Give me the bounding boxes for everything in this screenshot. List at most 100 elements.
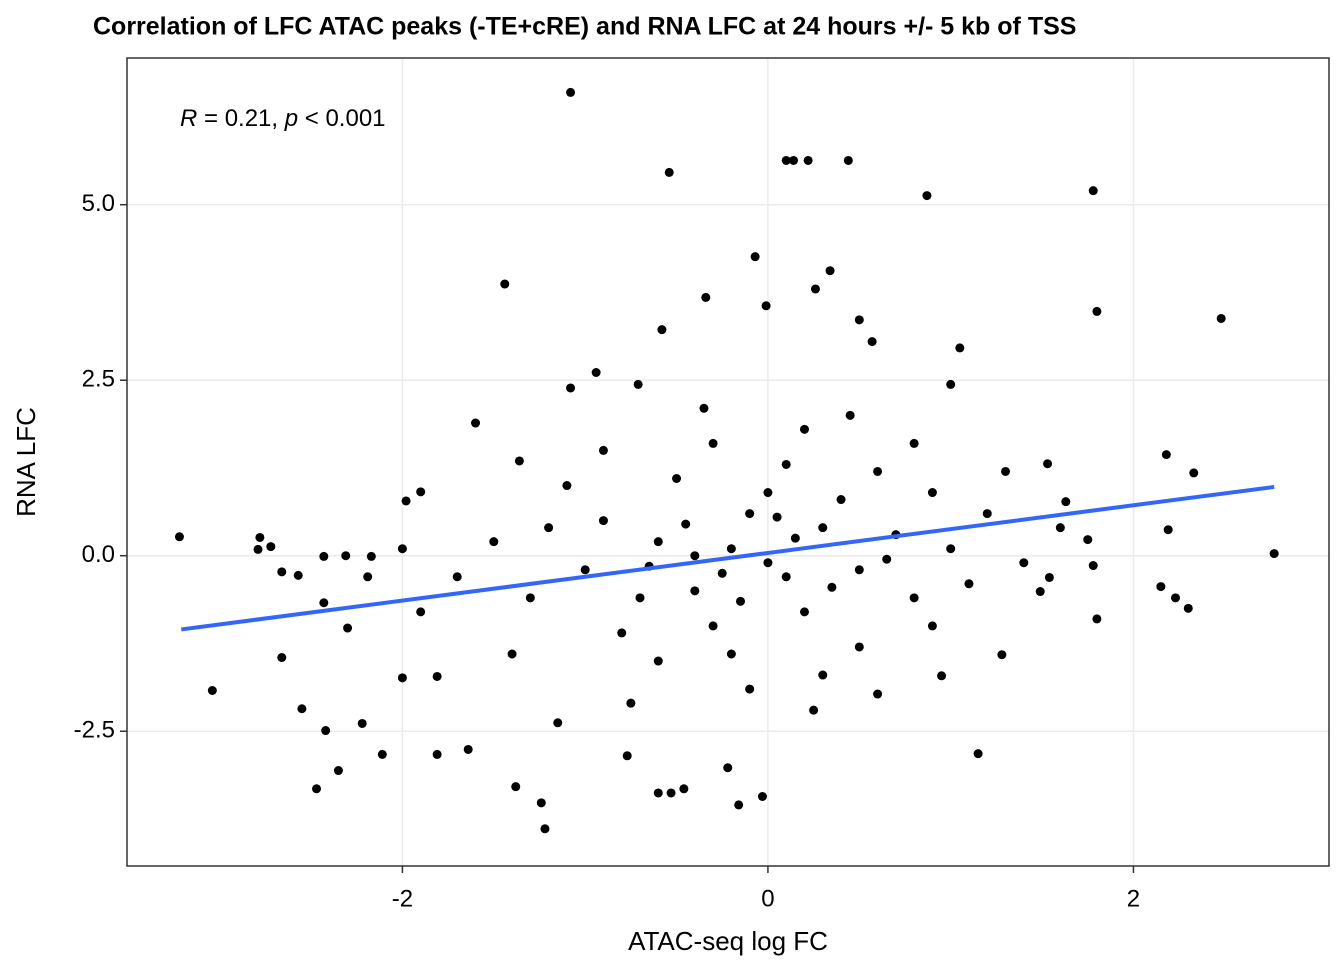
point bbox=[1216, 313, 1226, 323]
point bbox=[297, 704, 307, 714]
point bbox=[1043, 459, 1053, 469]
point bbox=[277, 567, 287, 577]
point bbox=[873, 466, 883, 476]
x-tick-label: -2 bbox=[392, 885, 413, 912]
point bbox=[909, 593, 919, 603]
point bbox=[1088, 561, 1098, 571]
plot-border bbox=[126, 57, 1330, 867]
point bbox=[401, 496, 411, 506]
point bbox=[854, 315, 864, 325]
point bbox=[836, 495, 846, 505]
point bbox=[653, 656, 663, 666]
point bbox=[843, 155, 853, 165]
point bbox=[701, 292, 711, 302]
point bbox=[622, 751, 632, 761]
point bbox=[452, 572, 462, 582]
point bbox=[653, 537, 663, 547]
point bbox=[432, 671, 442, 681]
point bbox=[867, 337, 877, 347]
point bbox=[854, 565, 864, 575]
point bbox=[319, 551, 329, 561]
point bbox=[253, 544, 263, 554]
point bbox=[525, 593, 535, 603]
annotation-part: p bbox=[284, 105, 298, 132]
point bbox=[1001, 466, 1011, 476]
point bbox=[763, 488, 773, 498]
point bbox=[255, 532, 265, 542]
point bbox=[544, 523, 554, 533]
point bbox=[1269, 549, 1279, 559]
point bbox=[432, 749, 442, 759]
point bbox=[781, 155, 791, 165]
point bbox=[827, 582, 837, 592]
point bbox=[909, 438, 919, 448]
point bbox=[734, 800, 744, 810]
point bbox=[809, 705, 819, 715]
point bbox=[397, 673, 407, 683]
point bbox=[540, 824, 550, 834]
point bbox=[207, 686, 217, 696]
point bbox=[882, 554, 892, 564]
point bbox=[723, 763, 733, 773]
point bbox=[690, 586, 700, 596]
point bbox=[672, 473, 682, 483]
point bbox=[633, 379, 643, 389]
point bbox=[708, 438, 718, 448]
point bbox=[818, 670, 828, 680]
y-tick-label: 0.0 bbox=[82, 541, 115, 568]
point bbox=[416, 607, 426, 617]
point bbox=[763, 558, 773, 568]
annotation: R = 0.21, p < 0.001 bbox=[180, 105, 386, 132]
fit-line bbox=[181, 484, 1275, 632]
point bbox=[854, 642, 864, 652]
annotation-part: < 0.001 bbox=[298, 105, 385, 132]
y-tick-label: -2.5 bbox=[74, 717, 115, 744]
point bbox=[1163, 525, 1173, 535]
point bbox=[277, 653, 287, 663]
point bbox=[1189, 468, 1199, 478]
point bbox=[514, 456, 524, 466]
point bbox=[507, 649, 517, 659]
point bbox=[333, 766, 343, 776]
point bbox=[1156, 582, 1166, 592]
point bbox=[927, 488, 937, 498]
point bbox=[1061, 497, 1071, 507]
point bbox=[726, 649, 736, 659]
point bbox=[937, 671, 947, 681]
point bbox=[377, 749, 387, 759]
point bbox=[726, 544, 736, 554]
point bbox=[825, 266, 835, 276]
point bbox=[810, 284, 820, 294]
point bbox=[566, 383, 576, 393]
annotation-part: = 0.21, bbox=[197, 105, 284, 132]
point bbox=[1170, 593, 1180, 603]
point bbox=[927, 621, 937, 631]
point bbox=[964, 579, 974, 589]
point bbox=[471, 418, 481, 428]
x-tick-label: 2 bbox=[1127, 885, 1140, 912]
point bbox=[708, 621, 718, 631]
point bbox=[341, 551, 351, 561]
point bbox=[397, 544, 407, 554]
point bbox=[790, 533, 800, 543]
x-tick-label: 0 bbox=[761, 885, 774, 912]
point bbox=[946, 544, 956, 554]
point bbox=[1019, 558, 1029, 568]
point bbox=[679, 784, 689, 794]
point bbox=[366, 551, 376, 561]
y-axis-label: RNA LFC bbox=[11, 407, 41, 517]
point bbox=[664, 167, 674, 177]
point bbox=[617, 628, 627, 638]
point bbox=[955, 343, 965, 353]
point bbox=[1161, 450, 1171, 460]
point bbox=[500, 279, 510, 289]
point bbox=[690, 551, 700, 561]
point bbox=[1092, 614, 1102, 624]
point bbox=[562, 481, 572, 491]
point bbox=[973, 749, 983, 759]
x-axis-label: ATAC-seq log FC bbox=[628, 926, 828, 956]
point bbox=[626, 698, 636, 708]
point bbox=[266, 542, 276, 552]
point bbox=[580, 565, 590, 575]
